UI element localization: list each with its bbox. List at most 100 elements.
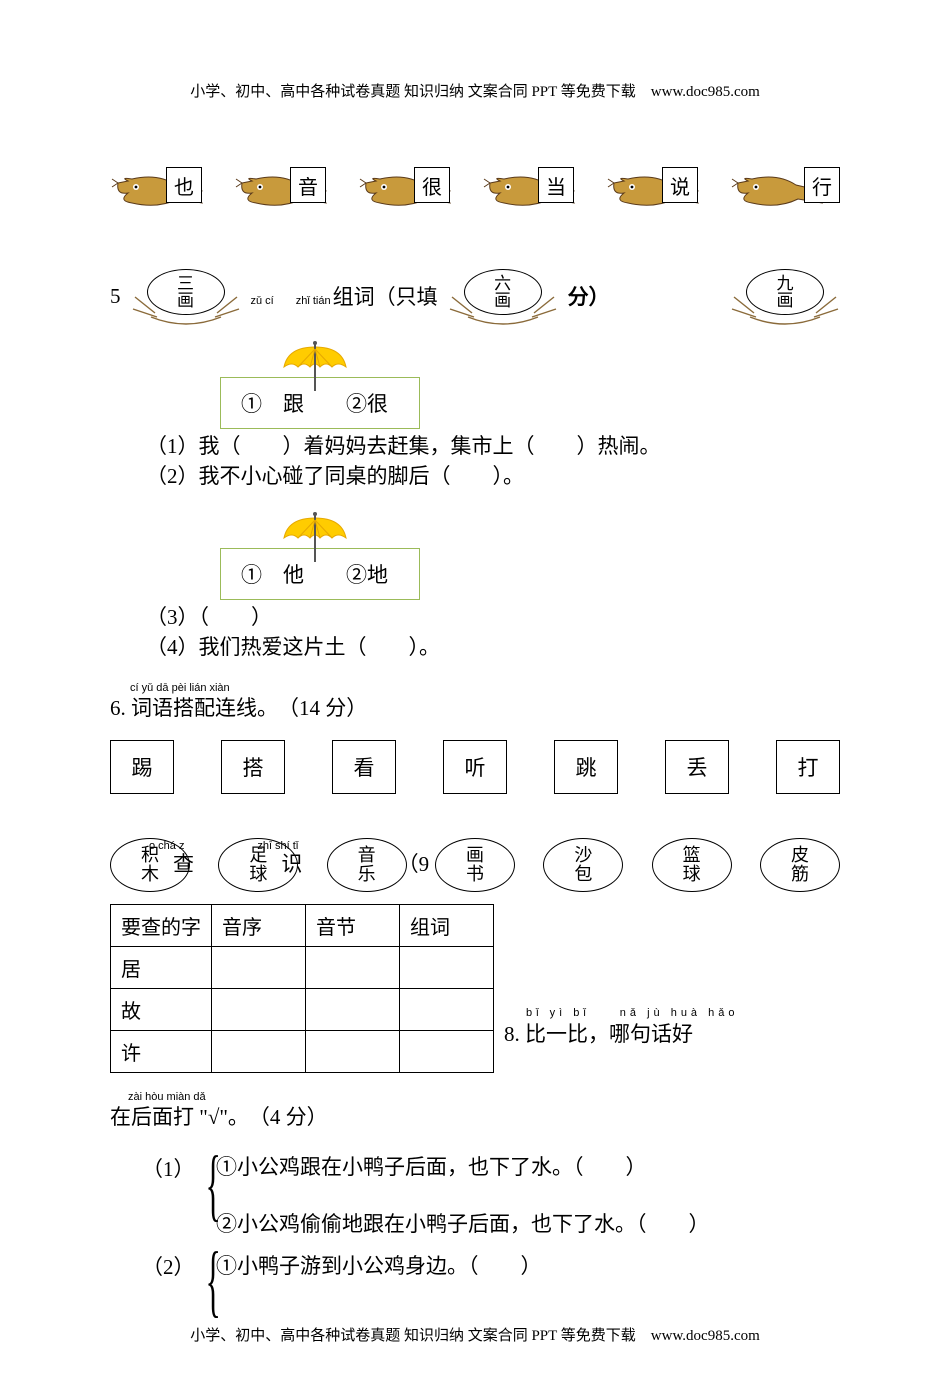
pinyin-label: bǐ yì bǐ nǎ jù huà hǎo [526,1004,738,1020]
table-cell[interactable] [306,1030,400,1072]
choice-sentence[interactable]: ①小公鸡跟在小鸭子后面，也下了水。（ ） [216,1151,840,1185]
q5-text-after: 分） [568,281,610,311]
char-box[interactable]: 当 [538,167,574,203]
table-row[interactable]: 故 [111,988,494,1030]
bird-item: 音 [234,161,344,221]
verb-box[interactable]: 丢 [665,740,729,794]
verb-box[interactable]: 听 [443,740,507,794]
page-header: 小学、初中、高中各种试卷真题 知识归纳 文案合同 PPT 等免费下载 www.d… [110,80,840,101]
overlay-pinyin: o chá z [149,841,184,853]
table-header: 要查的字 [111,904,212,946]
table-cell[interactable] [400,946,494,988]
noun-oval[interactable]: 音 乐 （9 [327,838,407,892]
noun-label: 筋 [791,865,809,884]
stroke-count-oval: 九 画 [746,269,824,315]
noun-row: o chá z 积 木 查 zhī shí tǐ 足 球 识 音 乐 （9 画 … [110,838,840,892]
sentence[interactable]: （3）（ ） [146,602,840,632]
nest-row: 5 三 画 zǔ cí zhǐ tián 组词（只填 [110,261,840,331]
nest-item: 六 画 [448,261,558,331]
brace-icon: { [206,1241,221,1321]
table-cell[interactable] [306,988,400,1030]
table-row[interactable]: 许 [111,1030,494,1072]
table-cell[interactable] [400,1030,494,1072]
option-block: ① 跟 ②很 [220,377,840,429]
noun-label: 画 [466,846,484,865]
q8-heading-left: zài hòu miàn dǎ 在后面打 "√"。 （4 分） [110,1091,840,1131]
umbrella-icon [280,341,350,393]
page-footer: 小学、初中、高中各种试卷真题 知识归纳 文案合同 PPT 等免费下载 www.d… [110,1324,840,1345]
q5-text-before: 组词（只填 [333,281,438,311]
fill-blank-sentences[interactable]: （1）我（ ）着妈妈去赶集，集市上（ ）热闹。 （2）我不小心碰了同桌的脚后（ … [146,431,840,492]
table-header-row: 要查的字 音序 音节 组词 [111,904,494,946]
table-header: 音节 [306,904,400,946]
umbrella-icon [280,512,350,564]
noun-oval[interactable]: 沙 包 [543,838,623,892]
q5-heading: zǔ cí zhǐ tián 组词（只填 [251,281,438,311]
question-7-8-row: 要查的字 音序 音节 组词 居 故 许 bǐ yì bǐ nǎ jù huà h… [110,900,840,1073]
char-box[interactable]: 音 [290,167,326,203]
table-cell: 故 [111,988,212,1030]
item-prefix: （2） [142,1251,195,1281]
table-row[interactable]: 居 [111,946,494,988]
noun-label: 乐 [358,865,376,884]
table-cell[interactable] [212,988,306,1030]
table-header: 组词 [400,904,494,946]
verb-box[interactable]: 看 [332,740,396,794]
char-box[interactable]: 行 [804,167,840,203]
nest-bottom: 画 [177,292,194,309]
table-cell[interactable] [212,946,306,988]
verb-box[interactable]: 搭 [221,740,285,794]
pinyin-label: zǔ cí zhǐ tián [251,292,331,308]
noun-label: 书 [466,865,484,884]
verb-box[interactable]: 跳 [554,740,618,794]
verb-row: 踢 搭 看 听 跳 丢 打 [110,740,840,794]
q8-comparison-items: （1） { ①小公鸡跟在小鸭子后面，也下了水。（ ） ②小公鸡偷偷地跟在小鸭子后… [142,1151,840,1284]
verb-box[interactable]: 踢 [110,740,174,794]
nest-bottom: 画 [494,292,511,309]
table-header: 音序 [212,904,306,946]
nest-bottom: 画 [777,292,794,309]
noun-label: 沙 [574,846,592,865]
char-box[interactable]: 说 [662,167,698,203]
table-cell[interactable] [400,988,494,1030]
noun-oval[interactable]: zhī shí tǐ 足 球 识 [218,838,298,892]
q8-text: 8. 比一比，哪句话好 [504,1022,693,1046]
choice-sentence[interactable]: ②小公鸡偷偷地跟在小鸭子后面，也下了水。（ ） [216,1208,840,1242]
sentence[interactable]: （4）我们热爱这片土（ ）。 [146,632,840,662]
noun-label: 球 [249,865,267,884]
overlay-char: 识 [281,853,302,875]
choice-sentence[interactable]: ①小鸭子游到小公鸡身边。（ ） [216,1250,840,1284]
bird-character-row: 也 音 很 当 [110,161,840,221]
overlay-paren: （9 [398,853,430,875]
bird-item: 很 [358,161,468,221]
noun-oval[interactable]: o chá z 积 木 查 [110,838,190,892]
brace-icon: { [206,1145,221,1225]
noun-oval[interactable]: 画 书 [435,838,515,892]
pinyin-label: cí yǔ dā pèi lián xiàn [130,683,840,694]
bird-item: 当 [482,161,592,221]
q8-line2-text: 在后面打 "√"。 （4 分） [110,1105,328,1129]
item-prefix: （1） [142,1153,195,1183]
char-box[interactable]: 很 [414,167,450,203]
sentence[interactable]: （1）我（ ）着妈妈去赶集，集市上（ ）热闹。 [146,431,840,461]
table-cell[interactable] [306,946,400,988]
question-number: 5 [110,284,121,309]
bird-item: 说 [606,161,716,221]
table-cell: 许 [111,1030,212,1072]
sentence[interactable]: （2）我不小心碰了同桌的脚后（ ）。 [146,461,840,491]
fill-blank-sentences[interactable]: （3）（ ） （4）我们热爱这片土（ ）。 [146,602,840,663]
noun-oval[interactable]: 皮 筋 [760,838,840,892]
overlay-pinyin: zhī shí tǐ [257,841,298,853]
bird-item: 也 [110,161,220,221]
stroke-count-oval: 三 画 [147,269,225,315]
dictionary-lookup-table[interactable]: 要查的字 音序 音节 组词 居 故 许 [110,904,494,1073]
nest-top: 六 [494,275,511,292]
char-box[interactable]: 也 [166,167,202,203]
verb-box[interactable]: 打 [776,740,840,794]
q8-heading-right: bǐ yì bǐ nǎ jù huà hǎo 8. 比一比，哪句话好 [504,1018,693,1048]
table-cell[interactable] [212,1030,306,1072]
noun-oval[interactable]: 篮 球 [652,838,732,892]
noun-label: 皮 [791,846,809,865]
worksheet-page: 小学、初中、高中各种试卷真题 知识归纳 文案合同 PPT 等免费下载 www.d… [0,0,950,1385]
pinyin-label: zài hòu miàn dǎ [128,1091,840,1103]
